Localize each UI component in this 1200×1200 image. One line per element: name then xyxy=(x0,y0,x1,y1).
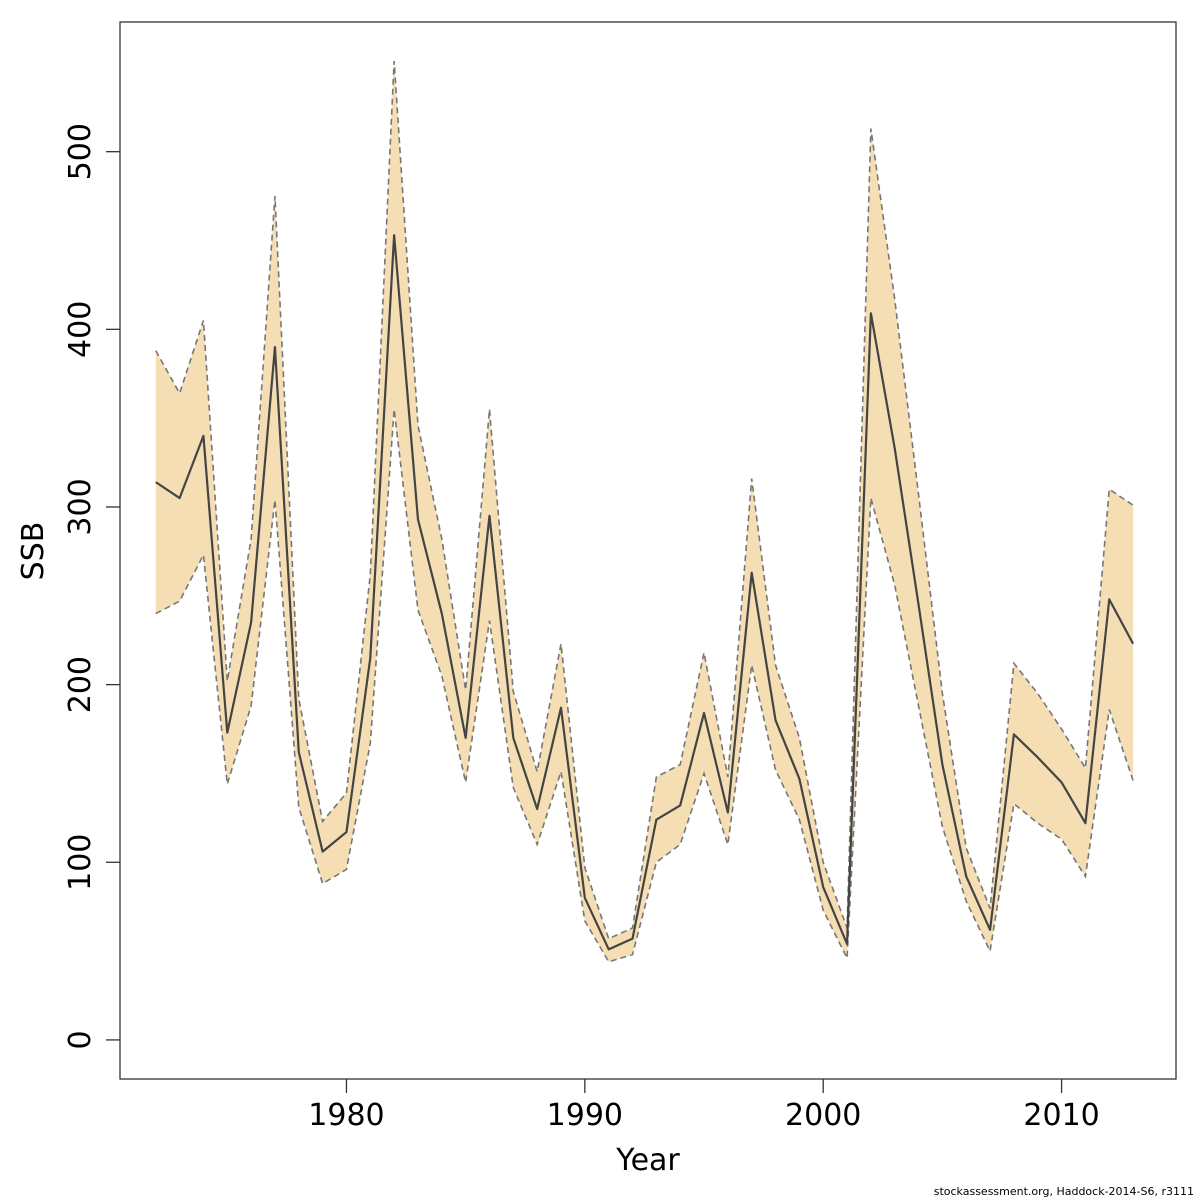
x-tick-label: 2010 xyxy=(1023,1098,1099,1133)
confidence-band-layer xyxy=(155,61,1134,962)
ssb-estimate-line xyxy=(155,234,1135,951)
y-tick-label: 300 xyxy=(63,478,98,535)
confidence-band xyxy=(155,61,1134,962)
y-axis-title: SSB xyxy=(16,522,51,581)
series-line-layer xyxy=(155,61,1135,963)
y-tick-label: 100 xyxy=(63,834,98,891)
source-credit: stockassessment.org, Haddock-2014-S6, r3… xyxy=(933,1185,1194,1198)
y-tick-label: 0 xyxy=(63,1030,98,1049)
x-axis-title: Year xyxy=(615,1143,680,1178)
x-tick-label: 1980 xyxy=(308,1098,384,1133)
x-axis: 1980 1990 2000 2010 xyxy=(308,1079,1100,1133)
x-tick-label: 1990 xyxy=(547,1098,623,1133)
upper-bound-line xyxy=(155,61,1134,940)
x-tick-label: 2000 xyxy=(785,1098,861,1133)
y-tick-label: 200 xyxy=(63,656,98,713)
y-tick-label: 400 xyxy=(63,301,98,358)
plot-frame xyxy=(119,21,1177,1080)
y-axis: 0 100 200 300 400 500 xyxy=(63,123,120,1049)
y-tick-label: 500 xyxy=(63,123,98,180)
lower-bound-line xyxy=(155,409,1134,963)
